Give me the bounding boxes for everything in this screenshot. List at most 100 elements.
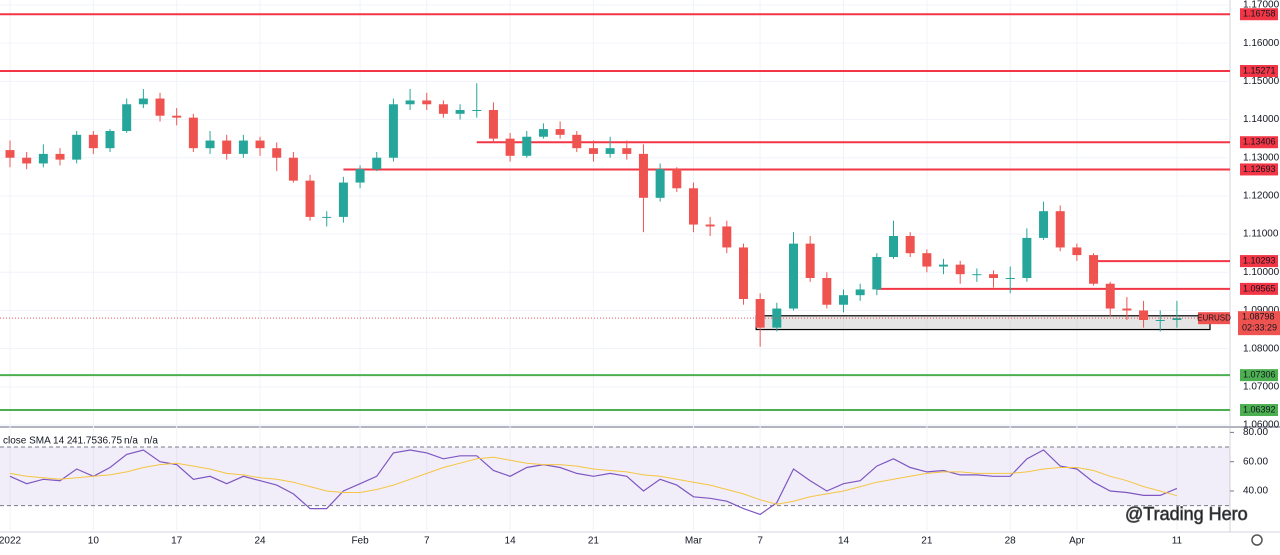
candle-body	[1172, 318, 1182, 320]
x-tick-label: 28	[1005, 536, 1017, 547]
y-tick-label: 1.09000	[1243, 305, 1280, 316]
candle-body	[155, 98, 165, 116]
level-label-bg	[1240, 65, 1278, 78]
candle-body	[1072, 247, 1082, 256]
candle-body	[288, 157, 298, 181]
candle-body	[322, 216, 332, 218]
candle-body	[438, 104, 448, 114]
candle-body	[622, 148, 632, 154]
x-tick-label: 14	[838, 536, 850, 547]
level-label-bg	[1240, 8, 1278, 21]
level-label: 1.09565	[1243, 283, 1276, 293]
rsi-tick-label: 60.00	[1243, 456, 1268, 467]
level-label: 1.06392	[1243, 404, 1276, 414]
y-tick-label: 1.16000	[1243, 38, 1280, 49]
level-label: 1.10293	[1243, 255, 1276, 265]
level-label-bg	[1240, 282, 1278, 295]
candle-body	[805, 243, 815, 278]
x-tick-label: Mar	[685, 536, 703, 547]
x-tick-label: 7	[424, 536, 430, 547]
rsi-title: close SMA 14 2	[3, 436, 73, 447]
level-label: 1.15271	[1243, 65, 1276, 75]
y-tick-label: 1.12000	[1243, 191, 1280, 202]
candle-body	[388, 104, 398, 158]
x-tick-label: 21	[588, 536, 600, 547]
candle-body	[305, 180, 315, 217]
candle-body	[1022, 237, 1032, 278]
candle-body	[905, 236, 915, 254]
candle-body	[88, 134, 98, 149]
settings-icon[interactable]	[1251, 534, 1263, 546]
candle-body	[255, 140, 265, 149]
candle-body	[5, 150, 15, 158]
candle-body	[105, 131, 115, 149]
candle-body	[1122, 308, 1132, 311]
candle-body	[422, 100, 432, 105]
y-tick-label: 1.17000	[1243, 0, 1280, 11]
x-tick-label: 14	[505, 536, 517, 547]
candle-body	[1105, 283, 1115, 309]
candle-body	[922, 253, 932, 267]
candle-body	[122, 104, 132, 131]
rsi-band	[0, 447, 1230, 506]
candle-body	[505, 138, 515, 156]
x-tick-label: 7	[757, 536, 763, 547]
y-tick-label: 1.08000	[1243, 343, 1280, 354]
level-label: 1.12693	[1243, 164, 1276, 174]
candle-body	[238, 140, 248, 154]
candle-body	[755, 299, 765, 328]
level-label-bg	[1240, 136, 1278, 149]
candle-body	[855, 289, 865, 296]
candle-body	[205, 140, 215, 149]
candle-body	[872, 257, 882, 290]
candle-body	[655, 169, 665, 198]
na-value: n/a	[124, 436, 138, 447]
countdown: 02:33:29	[1242, 323, 1277, 333]
candle-body	[22, 157, 32, 164]
candle-body	[522, 136, 532, 156]
candle-body	[989, 274, 999, 278]
x-tick-label: 11	[1172, 536, 1183, 547]
x-tick-label: Feb	[351, 536, 369, 547]
candle-body	[1005, 278, 1015, 279]
candle-body	[955, 264, 965, 275]
sma-value: 36.75	[97, 436, 122, 447]
candle-body	[889, 236, 899, 257]
candle-body	[705, 224, 715, 227]
candle-body	[555, 129, 565, 135]
rsi-tick-label: 80.00	[1243, 427, 1268, 438]
candle-body	[172, 115, 182, 118]
candle-body	[839, 295, 848, 305]
candle-body	[338, 182, 348, 217]
candle-body	[1055, 211, 1065, 248]
symbol-tag: EURUSD	[1197, 313, 1231, 322]
candle-body	[138, 98, 148, 105]
candle-body	[488, 110, 498, 139]
candle-body	[38, 153, 48, 164]
candle-body	[772, 308, 782, 328]
candle-body	[722, 226, 732, 248]
candle-body	[1155, 320, 1165, 321]
candle-body	[672, 169, 682, 189]
candle-body	[738, 247, 748, 299]
candle-body	[405, 100, 415, 105]
candle-body	[1089, 255, 1099, 284]
candle-body	[1139, 310, 1149, 320]
symbol-tag-bg	[1198, 312, 1230, 325]
y-tick-label: 1.06000	[1243, 420, 1280, 431]
x-tick-label: 21	[921, 536, 933, 547]
candle-body	[1039, 211, 1049, 238]
rsi-line	[9, 456, 1178, 505]
x-tick-label: 24	[254, 536, 266, 547]
level-label-bg	[1240, 163, 1278, 176]
level-label: 1.13406	[1243, 137, 1276, 147]
candle-body	[455, 110, 465, 114]
candle-body	[72, 134, 82, 160]
level-label-bg	[1240, 255, 1278, 268]
y-tick-label: 1.07000	[1243, 381, 1280, 392]
candle-body	[939, 264, 949, 267]
level-label-bg	[1240, 369, 1278, 382]
candle-body	[605, 148, 615, 154]
